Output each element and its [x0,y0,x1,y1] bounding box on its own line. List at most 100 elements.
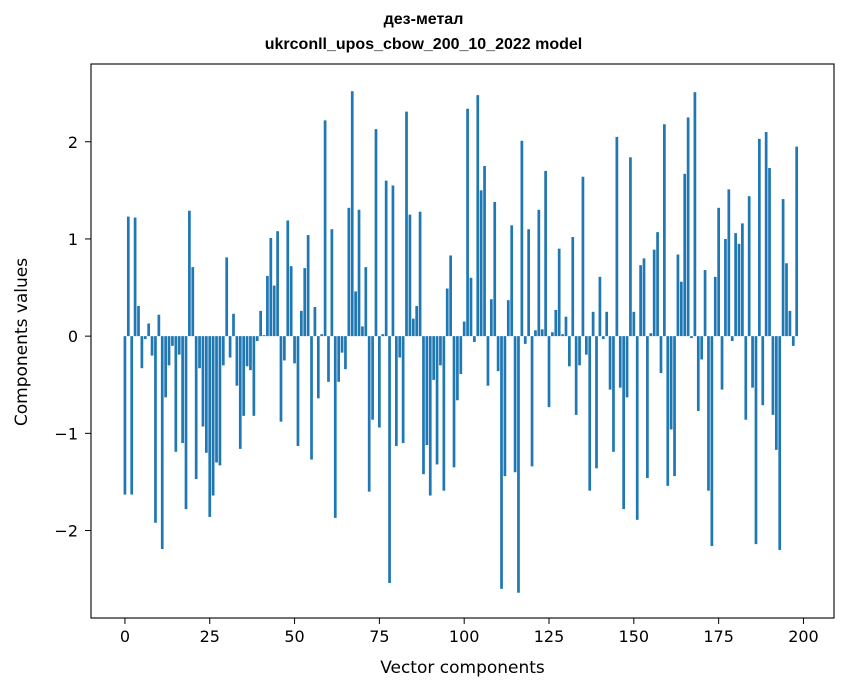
bar [707,336,710,491]
bar [150,336,154,356]
bar [547,336,551,408]
bar [194,336,198,480]
bar [435,336,439,465]
x-tick-label: 175 [703,627,734,646]
bar [517,336,520,593]
bar [462,321,466,337]
bar [741,223,744,337]
bar [761,336,765,406]
bar [408,214,412,337]
bar [272,285,276,337]
x-tick-label: 125 [534,627,565,646]
bar [568,336,571,367]
bar [174,336,178,452]
bar [510,225,514,337]
bar [245,336,249,367]
bar [235,336,239,386]
chart-title: дез-метал [383,11,464,28]
bar [320,334,324,337]
bar [686,117,690,337]
bar [428,336,432,496]
bar [523,336,527,344]
bar [479,190,483,337]
axes-frame [90,63,835,619]
bar [255,336,259,341]
bar [663,124,666,337]
bar [795,146,799,337]
bar [625,336,629,398]
bar [218,336,222,466]
y-tick-label: 2 [68,133,78,152]
bar [581,176,585,337]
bar [693,92,697,337]
bar [456,336,459,401]
bar [137,306,140,337]
bar [215,336,218,463]
x-tick-label: 0 [120,627,130,646]
bar [730,336,734,341]
bar [734,233,737,337]
bar [744,336,748,420]
bar [303,268,307,337]
bar [330,229,334,337]
bar [771,336,775,415]
bar [333,336,337,518]
bar [737,243,741,337]
bar [323,120,327,337]
bar [574,336,578,415]
bar [204,336,208,453]
bar [384,180,388,337]
bar [252,336,256,416]
bar [249,336,252,371]
bar [466,108,469,337]
bar [612,336,615,452]
bar [500,336,503,589]
bar [340,336,344,353]
bar [700,336,704,360]
bar [690,336,693,339]
bar [622,336,626,510]
bar [364,267,368,337]
bar [659,336,663,374]
bar [232,313,235,337]
bar [629,157,632,337]
bar [527,229,531,337]
bar [133,217,137,337]
bar [452,336,456,468]
bar [642,258,646,337]
bar [591,311,595,337]
bar [269,237,273,337]
bar [143,336,147,340]
bar [140,336,144,369]
bar [601,336,605,340]
bar [415,306,419,337]
bar [439,336,442,366]
bar [188,210,191,337]
bar [347,207,351,337]
bar [201,336,205,427]
bar [717,207,720,337]
bar [164,336,167,398]
bar [374,129,378,337]
bar [242,336,246,416]
bar [537,209,541,337]
bar [262,335,266,337]
bar [276,231,279,337]
bar [540,329,544,337]
bar [350,91,354,337]
bar [751,336,754,388]
bar [394,336,398,446]
bar [418,211,422,337]
bar [496,336,500,372]
bar [571,237,575,337]
y-tick-label: −1 [54,424,78,443]
bar [588,336,592,491]
bar [774,336,778,450]
bar [683,173,687,337]
bar [459,336,463,375]
chart-subtitle: ukrconll_upos_cbow_200_10_2022 model [264,36,583,53]
bar [130,336,134,495]
bar [299,310,303,337]
bar [649,333,653,337]
